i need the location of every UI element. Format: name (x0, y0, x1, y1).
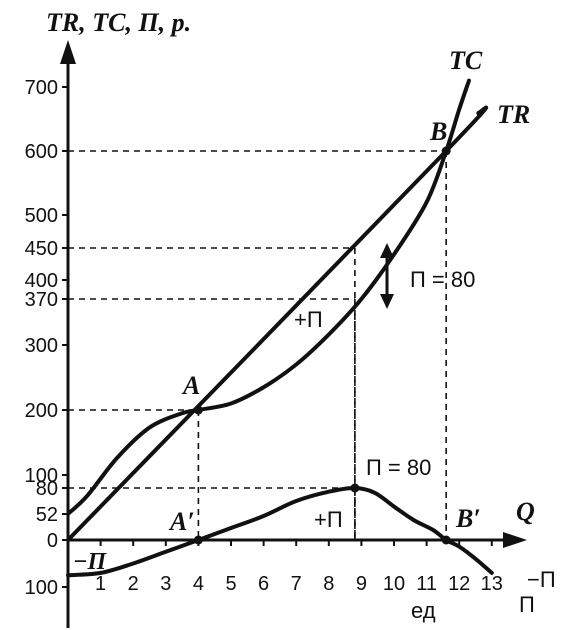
y-tick-label-11: 0 (47, 530, 58, 552)
x-tick-label-9: 10 (383, 573, 405, 595)
tc-label: TC (449, 46, 483, 75)
x-tick-label-12: 13 (481, 573, 503, 595)
x-axis-arrow (503, 532, 527, 548)
x-tick-label-7: 8 (323, 573, 334, 595)
plus-profit-lower-label: +П (314, 507, 343, 532)
x-tick-label-1: 2 (128, 573, 139, 595)
y-tick-label-5: 370 (25, 289, 58, 311)
profit-gap-label: П = 80 (410, 267, 475, 292)
profit-peak-label: П = 80 (366, 455, 431, 480)
point-b-prime-marker (441, 535, 451, 545)
y-tick-label-3: 450 (25, 238, 58, 260)
series-line-tc (66, 78, 471, 516)
x-axis-title: Q (516, 497, 535, 526)
profit-peak-marker (350, 483, 360, 493)
y-tick-label-6: 300 (25, 335, 58, 357)
tr-label: TR (497, 100, 530, 129)
point-b-label: B (429, 117, 447, 146)
profit-curve-label: П (519, 592, 535, 617)
y-tick-label-2: 500 (25, 205, 58, 227)
series-line-tr (66, 105, 489, 542)
series-line-profit (66, 485, 494, 578)
point-b-marker (441, 146, 451, 156)
point-a-label: A (181, 371, 200, 400)
minus-profit-left-label: −П (73, 549, 108, 575)
y-axis-title: TR, TC, П, р. (46, 8, 191, 37)
plus-profit-upper-label: +П (294, 307, 323, 332)
y-tick-label-10: 52 (36, 504, 58, 526)
y-tick-label-9: 80 (36, 478, 58, 500)
x-tick-label-11: 12 (448, 573, 470, 595)
y-tick-label-4: 400 (25, 270, 58, 292)
y-tick-label-8: 100 (25, 465, 58, 487)
x-tick-label-6: 7 (291, 573, 302, 595)
y-tick-label-0: 700 (25, 77, 58, 99)
point-a-prime-label: A′ (168, 507, 195, 536)
x-tick-label-3: 4 (193, 573, 204, 595)
point-a-marker (193, 405, 203, 415)
x-tick-label-4: 5 (225, 573, 236, 595)
guide-lines (68, 150, 447, 540)
x-tick-label-10: 11 (416, 573, 437, 595)
x-tick-label-8: 9 (356, 573, 367, 595)
y-tick-label-7: 200 (25, 400, 58, 422)
x-tick-label-5: 6 (258, 573, 269, 595)
axes (60, 40, 527, 628)
profit-gap-arrow (380, 243, 394, 309)
y-axis-arrow (60, 40, 76, 64)
y-tick-label-12: 100 (25, 577, 58, 599)
x-axis-unit: ед (411, 598, 436, 623)
x-tick-label-2: 3 (160, 573, 171, 595)
point-b-prime-label: B′ (455, 504, 481, 533)
y-tick-label-1: 600 (25, 141, 58, 163)
series-lines (66, 78, 494, 578)
minus-profit-right-label: −П (527, 567, 556, 592)
x-tick-label-0: 1 (95, 573, 106, 595)
